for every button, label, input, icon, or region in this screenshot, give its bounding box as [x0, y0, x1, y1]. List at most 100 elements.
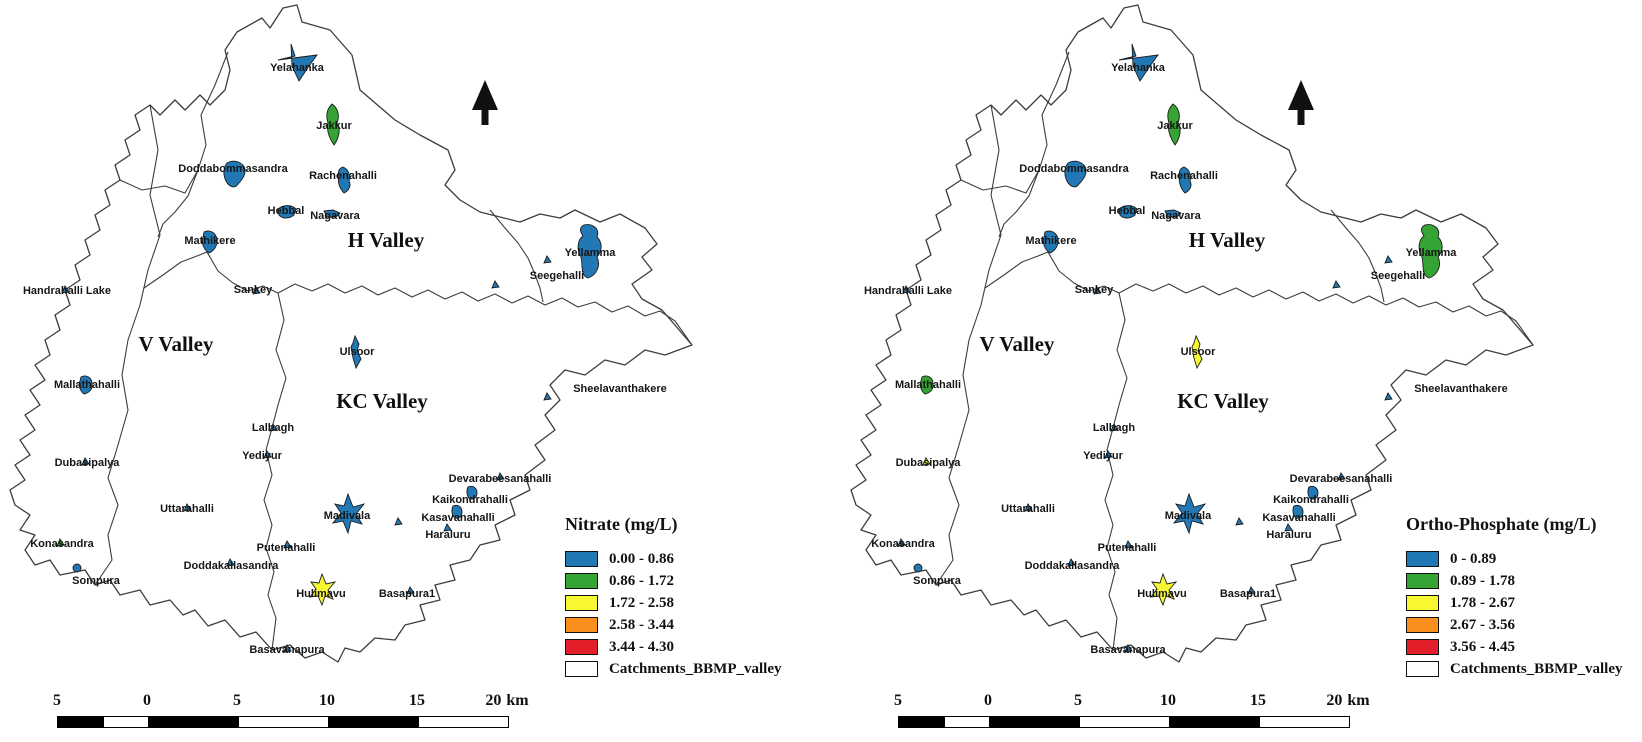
lake-label-hulimavu: Hulimavu	[1137, 588, 1187, 600]
lake-unnamed-shape	[1235, 517, 1244, 526]
lake-mallathahalli-shape	[919, 375, 934, 395]
legend-label: 1.72 - 2.58	[609, 594, 674, 611]
lake-basapura1-shape	[406, 586, 415, 595]
lake-kasavanahalli-shape	[1292, 504, 1304, 519]
lake-label-jakkur: Jakkur	[316, 120, 352, 132]
lake-label-yellamma: Yellamma	[565, 247, 617, 259]
lake-doddabommasandra-shape	[223, 160, 246, 188]
lake-sankey-shape	[252, 286, 261, 295]
lake-nagavara-shape	[323, 209, 341, 218]
lake-label-kasavanahalli: Kasavanahalli	[1262, 512, 1335, 524]
lake-mallathahalli-shape	[78, 375, 93, 395]
lake-kaikondrahalli-shape	[1307, 485, 1319, 500]
lake-nagavara-shape	[1164, 209, 1182, 218]
lake-seegehalli-shape	[1384, 255, 1393, 264]
lake-label-hebbal: Hebbal	[268, 205, 305, 217]
lake-label-seegehalli: Seegehalli	[1371, 270, 1425, 282]
lake-hulimavu-shape	[1150, 572, 1178, 607]
legend-swatch-orange-icon	[565, 617, 598, 633]
catchment-subdivision-5	[1330, 209, 1385, 303]
scale-tick-value: 5	[233, 692, 241, 709]
scale-bar-graphic	[898, 716, 1350, 728]
scale-bar-segment	[944, 717, 989, 727]
lake-devarabeesanahalli-shape	[496, 472, 505, 481]
legend-swatch-blue-icon	[1406, 551, 1439, 567]
lake-label-konasandra: Konasandra	[30, 538, 94, 550]
lake-madivala-shape	[331, 492, 366, 535]
lake-konasandra-shape	[56, 538, 65, 547]
lake-label-sheelavanthakere: Sheelavanthakere	[1414, 383, 1508, 395]
catchment-subdivision-3	[984, 251, 1534, 346]
scale-tick-label: 15	[409, 692, 425, 710]
valley-label-kc-valley: KC Valley	[1177, 389, 1269, 413]
legend-label: Catchments_BBMP_valley	[1450, 660, 1623, 677]
scale-tick-label: 0	[984, 692, 992, 710]
lake-label-sankey: Sankey	[234, 284, 273, 296]
legend-swatch-red-icon	[565, 639, 598, 655]
legend-label: 0.00 - 0.86	[609, 550, 674, 567]
scale-tick-label: 5	[894, 692, 902, 710]
scale-bar-segment	[148, 717, 238, 727]
nitrate-scale-bar: 5 0 5 10 15 20 km	[53, 692, 577, 728]
lake-yediyur-shape	[1104, 450, 1113, 459]
lake-sankey-shape	[1093, 286, 1102, 295]
lake-basavanapura-shape	[283, 644, 292, 653]
lake-handrahalli-lake-shape	[902, 285, 911, 294]
lake-label-rachenahalli: Rachenahalli	[1150, 170, 1218, 182]
lake-label-yediyur: Yediyur	[1083, 450, 1123, 462]
nitrate-map-svg: Yelahanka Jakkur Doddabommasandra Rachenaha…	[9, 4, 693, 663]
lake-label-rachenahalli: Rachenahalli	[309, 170, 377, 182]
nitrate-map-panel: Yelahanka Jakkur Doddabommasandra Rachenaha…	[9, 4, 815, 728]
lake-hebbal-shape	[277, 205, 297, 219]
lake-doddakallasandra-shape	[1067, 558, 1076, 567]
lake-yelahanka-shape	[1118, 43, 1159, 82]
lake-haraluru-shape	[1284, 523, 1293, 532]
scale-bar-graphic	[57, 716, 509, 728]
scale-tick-value: 15	[1250, 692, 1266, 709]
lake-doddakallasandra-shape	[226, 558, 235, 567]
legend-row-0-86-1-72: 0.86 - 1.72	[565, 570, 815, 592]
legend-row-1-78-2-67: 1.78 - 2.67	[1406, 592, 1642, 614]
scale-tick-label: 5	[1074, 692, 1082, 710]
lake-putenahalli-shape	[1124, 540, 1133, 549]
lake-label-dubasipalya: Dubasipalya	[896, 457, 962, 469]
lake-label-handrahalli-lake: Handrahalli Lake	[23, 285, 111, 297]
lake-label-putenahalli: Putenahalli	[257, 542, 316, 554]
scale-tick-label: 10	[1160, 692, 1176, 710]
legend-label: 2.58 - 3.44	[609, 616, 674, 633]
scale-tick-value: 10	[1160, 692, 1176, 709]
lake-label-yellamma: Yellamma	[1406, 247, 1458, 259]
catchment-outer-boundary	[850, 4, 1534, 663]
scale-bar-segment	[1079, 717, 1169, 727]
lake-label-uttarahalli: Uttarahalli	[1001, 503, 1055, 515]
lake-label-putenahalli: Putenahalli	[1098, 542, 1157, 554]
lake-seegehalli-shape	[543, 255, 552, 264]
lake-rachenahalli-shape	[337, 166, 351, 194]
scale-bar-segment	[1259, 717, 1349, 727]
lake-label-dubasipalya: Dubasipalya	[55, 457, 121, 469]
scale-unit-label: km	[1347, 692, 1370, 709]
catchment-subdivision-6	[119, 169, 199, 194]
lake-label-sompura: Sompura	[913, 575, 962, 587]
lake-lalbagh-shape	[269, 423, 278, 432]
lake-label-doddakallasandra: Doddakallasandra	[1025, 560, 1121, 572]
legend-label: 3.44 - 4.30	[609, 638, 674, 655]
lake-rachenahalli-shape	[1178, 166, 1192, 194]
lake-label-mathikere: Mathikere	[184, 235, 235, 247]
lake-label-handrahalli-lake: Handrahalli Lake	[864, 285, 952, 297]
scale-bar-labels: 5 0 5 10 15 20 km	[53, 692, 577, 711]
lake-uttarahalli-shape	[1024, 503, 1033, 512]
lake-yediyur-shape	[263, 450, 272, 459]
lake-label-devarabeesanahalli: Devarabeesanahalli	[1290, 473, 1393, 485]
lake-label-seegehalli: Seegehalli	[530, 270, 584, 282]
lake-label-kaikondrahalli: Kaikondrahalli	[432, 494, 508, 506]
lake-label-yediyur: Yediyur	[242, 450, 282, 462]
lake-putenahalli-shape	[283, 540, 292, 549]
scale-tick-value: 15	[409, 692, 425, 709]
ortho-legend: Ortho-Phosphate (mg/L) 0 - 0.89 0.89 - 1.7…	[1406, 514, 1642, 680]
scale-tick-value: 0	[143, 692, 151, 709]
lake-label-basavanapura: Basavanapura	[249, 644, 325, 656]
legend-row-catchments-bbmp-valley: Catchments_BBMP_valley	[1406, 658, 1642, 680]
lake-label-sheelavanthakere: Sheelavanthakere	[573, 383, 667, 395]
